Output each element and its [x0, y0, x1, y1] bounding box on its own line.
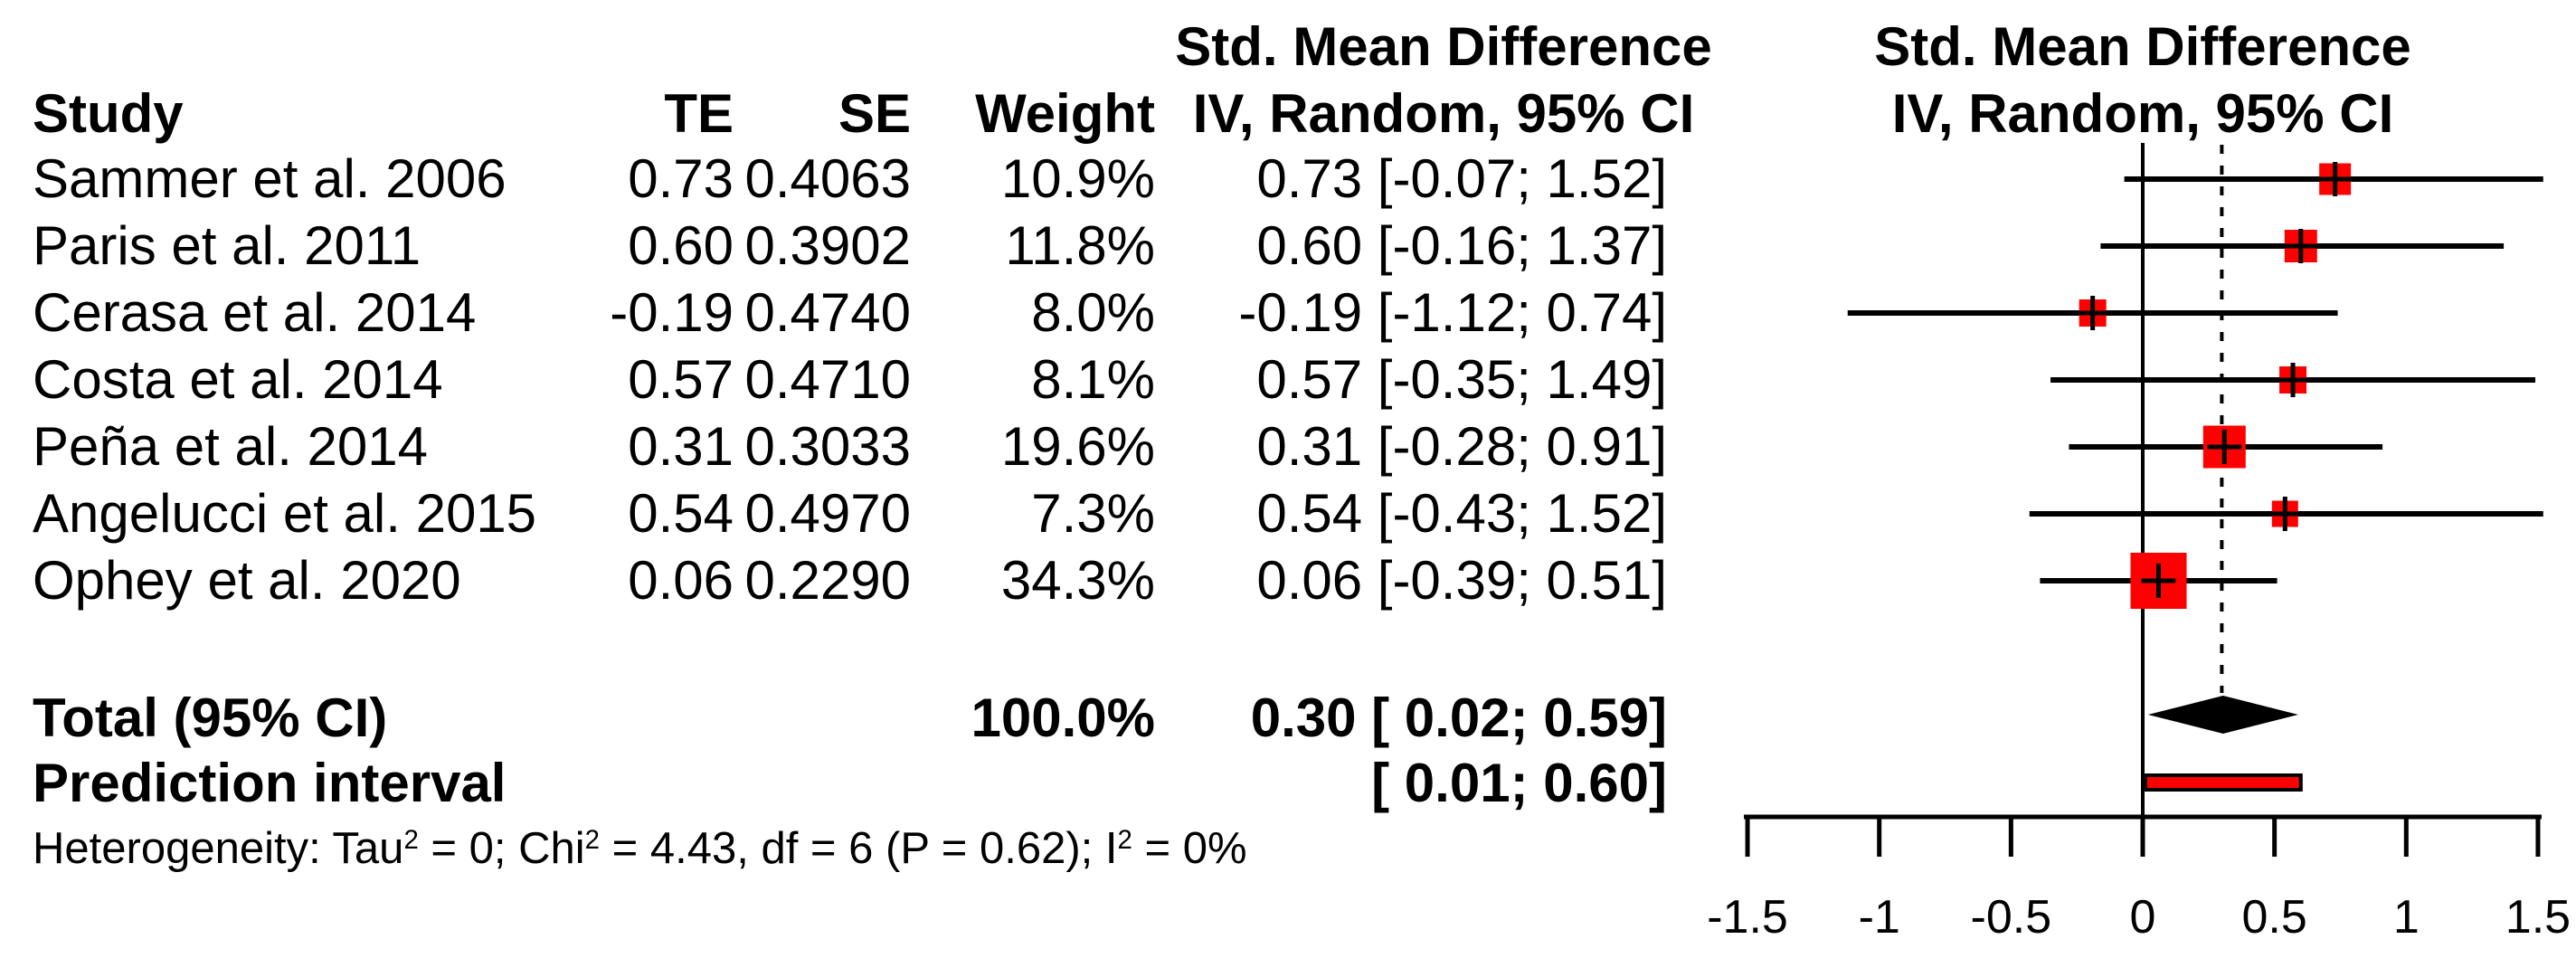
column-header-weight: Weight: [975, 83, 1155, 144]
study-se: 0.4063: [744, 148, 911, 209]
heterogeneity-sup: 2: [403, 824, 419, 855]
heterogeneity-note: Heterogeneity: Tau2 = 0; Chi2 = 4.43, df…: [33, 815, 1389, 882]
study-te: 0.73: [628, 148, 734, 209]
heterogeneity-text-part: Heterogeneity: Tau: [33, 824, 404, 873]
study-ci: 0.06 [-0.39; 0.51]: [1256, 550, 1667, 611]
x-axis-tick-label: 1: [2392, 891, 2420, 944]
prediction-row-label: Prediction interval: [33, 753, 507, 813]
x-axis-tick-label: 1.5: [2505, 891, 2571, 944]
study-te: 0.31: [628, 416, 734, 477]
column-header-smd-left-line1: Std. Mean Difference: [1175, 16, 1712, 77]
x-axis-tick-label: 0.5: [2241, 891, 2307, 944]
x-axis-tick-label: 0: [2129, 891, 2156, 944]
study-ci: 0.60 [-0.16; 1.37]: [1256, 215, 1667, 276]
x-axis-tick-label: -0.5: [1970, 891, 2052, 944]
study-name: Ophey et al. 2020: [33, 550, 461, 611]
total-row-weight: 100.0%: [971, 688, 1156, 748]
x-axis-tick-label: -1.5: [1707, 891, 1788, 944]
point-marker-horizontal: [2075, 310, 2110, 316]
study-ci: 0.31 [-0.28; 0.91]: [1256, 416, 1667, 477]
point-marker-horizontal: [2283, 243, 2318, 249]
study-se: 0.4710: [744, 349, 911, 410]
heterogeneity-sup: 2: [1117, 824, 1132, 855]
plot-title-line1: Std. Mean Difference: [1874, 16, 2411, 77]
total-row-label: Total (95% CI): [33, 688, 388, 748]
study-te: -0.19: [610, 282, 734, 343]
study-name: Sammer et al. 2006: [33, 148, 507, 209]
study-weight: 34.3%: [1000, 550, 1155, 611]
study-se: 0.2290: [744, 550, 911, 611]
study-name: Paris et al. 2011: [33, 215, 421, 276]
point-marker-horizontal: [2276, 377, 2311, 383]
study-ci: 0.57 [-0.35; 1.49]: [1256, 349, 1667, 410]
study-weight: 10.9%: [1000, 148, 1155, 209]
study-se: 0.4740: [744, 282, 911, 343]
study-ci: -0.19 [-1.12; 0.74]: [1238, 282, 1667, 343]
column-header-study: Study: [33, 83, 184, 144]
total-row-ci: 0.30 [ 0.02; 0.59]: [1250, 688, 1667, 748]
study-weight: 11.8%: [1005, 215, 1155, 276]
study-name: Angelucci et al. 2015: [33, 483, 537, 544]
column-header-smd-left-line2: IV, Random, 95% CI: [1192, 83, 1695, 144]
study-name: Costa et al. 2014: [33, 349, 443, 410]
column-header-te: TE: [664, 83, 734, 144]
prediction-interval-bar: [2143, 773, 2303, 792]
study-weight: 8.1%: [1031, 349, 1155, 410]
study-te: 0.06: [628, 550, 734, 611]
heterogeneity-text-part: = 0; Chi: [418, 824, 585, 873]
heterogeneity-sup: 2: [584, 824, 601, 855]
study-name: Peña et al. 2014: [33, 416, 429, 477]
prediction-row-ci: [ 0.01; 0.60]: [1371, 753, 1667, 813]
study-te: 0.54: [628, 483, 734, 544]
total-diamond: [2147, 696, 2298, 734]
study-name: Cerasa et al. 2014: [33, 282, 477, 343]
study-se: 0.3902: [744, 215, 911, 276]
point-marker-horizontal: [2268, 511, 2303, 517]
study-se: 0.3033: [744, 416, 911, 477]
study-weight: 7.3%: [1031, 483, 1155, 544]
x-axis-tick-label: -1: [1858, 891, 1900, 944]
study-te: 0.57: [628, 349, 734, 410]
column-header-se: SE: [838, 83, 911, 144]
study-weight: 19.6%: [1000, 416, 1155, 477]
point-marker-horizontal: [2141, 578, 2176, 583]
study-ci: 0.73 [-0.07; 1.52]: [1256, 148, 1667, 209]
study-te: 0.60: [628, 215, 734, 276]
study-se: 0.4970: [744, 483, 911, 544]
point-marker-horizontal: [2317, 176, 2353, 182]
plot-title-line2: IV, Random, 95% CI: [1891, 83, 2394, 144]
heterogeneity-text-part: = 0%: [1132, 824, 1247, 873]
heterogeneity-text-part: = 4.43, df = 6 (P = 0.62); I: [600, 824, 1118, 873]
study-weight: 8.0%: [1031, 282, 1155, 343]
study-ci: 0.54 [-0.43; 1.52]: [1256, 483, 1667, 544]
point-marker-horizontal: [2207, 444, 2242, 450]
